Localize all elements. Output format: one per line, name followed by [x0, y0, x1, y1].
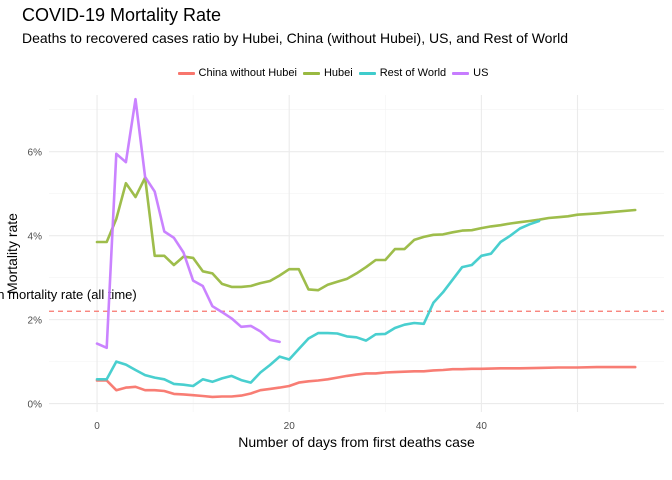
- legend-key: [358, 71, 376, 75]
- x-tick-label: 40: [476, 421, 488, 432]
- series-line-hubei: [95, 176, 637, 292]
- chart-title: COVID-19 Mortality Rate: [22, 5, 222, 25]
- y-tick-label: 4%: [28, 232, 43, 243]
- series-line-us: [95, 97, 281, 350]
- series-group: [95, 97, 637, 399]
- legend-key: [452, 71, 470, 75]
- legend: China without Hubei Hubei Rest of World US: [0, 65, 672, 81]
- y-tick-label: 6%: [28, 148, 43, 159]
- legend-label: China without Hubei: [198, 67, 297, 79]
- y-tick-label: 2%: [28, 316, 43, 327]
- legend-label: Rest of World: [379, 67, 447, 79]
- y-tick-label: 0%: [28, 400, 43, 411]
- series-line-rest-of-world: [95, 219, 541, 388]
- legend-label: US: [473, 67, 489, 79]
- y-axis-title: Mortality rate: [4, 213, 20, 294]
- axes: 0 20 40 0% 2% 4% 6% Number of days from first d…: [4, 148, 487, 450]
- legend-key: [177, 71, 195, 75]
- reference-line-group: Mean mortality rate (all time): [0, 287, 664, 312]
- reference-line-label: Mean mortality rate (all time): [0, 287, 137, 302]
- legend-item: China without Hubei: [177, 67, 297, 79]
- legend-item: US: [452, 67, 488, 79]
- x-tick-label: 0: [94, 421, 100, 432]
- series-line-china-without-hubei: [95, 365, 637, 399]
- x-axis-title: Number of days from first deaths case: [238, 434, 475, 450]
- x-tick-label: 20: [284, 421, 296, 432]
- legend-label: Hubei: [323, 67, 353, 79]
- legend-item: Hubei: [302, 67, 353, 79]
- chart-subtitle: Deaths to recovered cases ratio by Hubei…: [22, 30, 568, 46]
- legend-key: [302, 71, 320, 75]
- legend-item: Rest of World: [358, 67, 447, 79]
